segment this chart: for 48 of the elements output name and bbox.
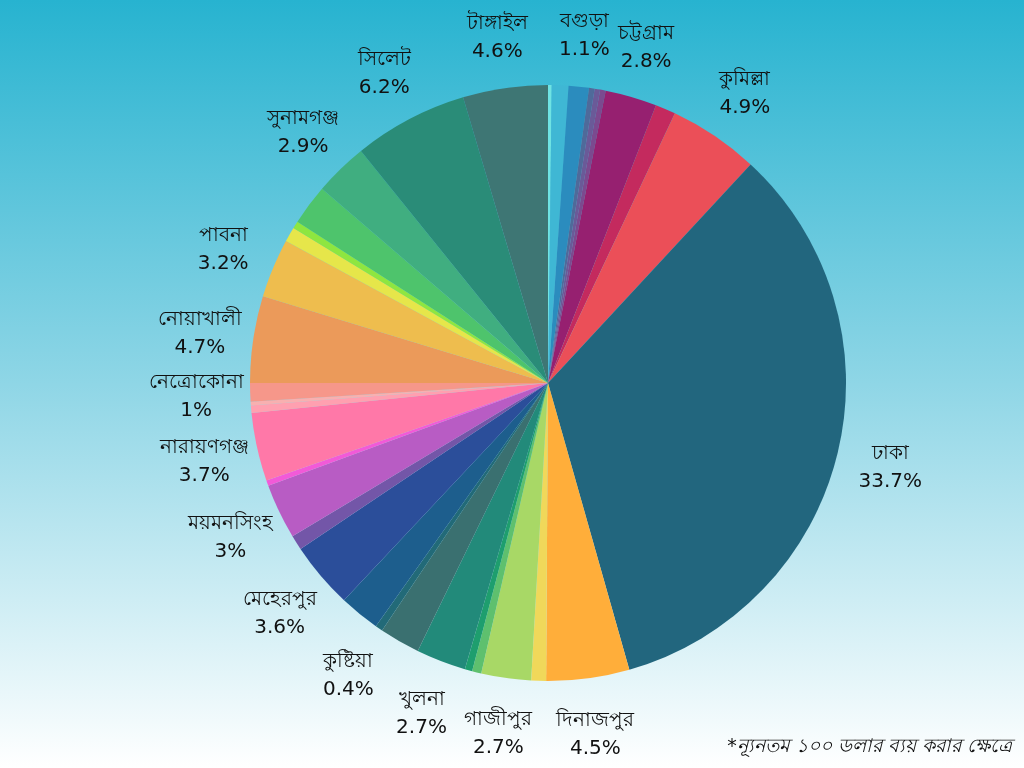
data-label: 3.6%	[254, 613, 306, 638]
data-label: 1%	[180, 397, 213, 422]
slice-label: গাজীপুর	[464, 706, 534, 731]
slice-label: নেত্রোকোনা	[148, 369, 245, 394]
pie-slice	[344, 383, 548, 627]
slice-label: টাঙ্গাইল	[465, 9, 529, 34]
pie-slice	[322, 151, 548, 383]
slice-label: ময়মনসিংহ	[186, 509, 274, 534]
pie-slice	[297, 188, 548, 383]
data-label: 4.5%	[570, 734, 621, 759]
data-label: 2.8%	[620, 47, 672, 72]
slice-label: দিনাজপুর	[555, 706, 636, 731]
data-label: 3.7%	[178, 461, 230, 486]
data-label: 33.7%	[858, 468, 923, 493]
slice-label: মেহেরপুর	[242, 585, 318, 610]
data-label: 3%	[214, 537, 247, 562]
data-label: 2.7%	[396, 714, 447, 739]
slice-label: নারায়ণগঞ্জ	[158, 433, 249, 458]
data-label: 0.4%	[322, 675, 374, 700]
slice-label: কুষ্টিয়া	[322, 647, 375, 672]
slice-label: কুমিল্লা	[718, 66, 772, 91]
slice-label: পাবনা	[198, 222, 249, 247]
data-label: 6.2%	[358, 74, 410, 99]
pie-slice	[360, 97, 548, 383]
text: *ন্যূনতম ১০০ ডলার ব্যয় করার ক্ষেত্রে	[727, 734, 1016, 758]
data-label: 2.7%	[473, 734, 524, 759]
slice-label: সুনামগঞ্জ	[266, 105, 340, 130]
data-label: 2.9%	[277, 133, 329, 158]
slice-label: সিলেট	[356, 46, 412, 71]
pie-slice	[250, 296, 548, 383]
slice-label: চট্টগ্রাম	[617, 19, 676, 44]
pie-slice	[417, 383, 548, 670]
data-label: 1.1%	[559, 35, 610, 60]
pie-slice	[548, 90, 656, 383]
pie-slice	[548, 113, 751, 383]
data-label: 4.6%	[471, 37, 523, 62]
pie-slice	[548, 164, 846, 670]
slice-label: ঢাকা	[870, 440, 910, 465]
data-label: 4.7%	[174, 334, 226, 359]
slice-label: বগুড়া	[558, 7, 610, 32]
pie-slice	[546, 383, 630, 681]
pie-slice	[262, 241, 548, 383]
slice-label: নোয়াখালী	[157, 306, 242, 331]
data-label: 4.9%	[719, 94, 771, 119]
data-label: 3.2%	[197, 250, 249, 275]
slice-label: খুলনা	[398, 686, 446, 711]
pie-slice	[463, 85, 548, 383]
pie-slice	[548, 105, 675, 383]
